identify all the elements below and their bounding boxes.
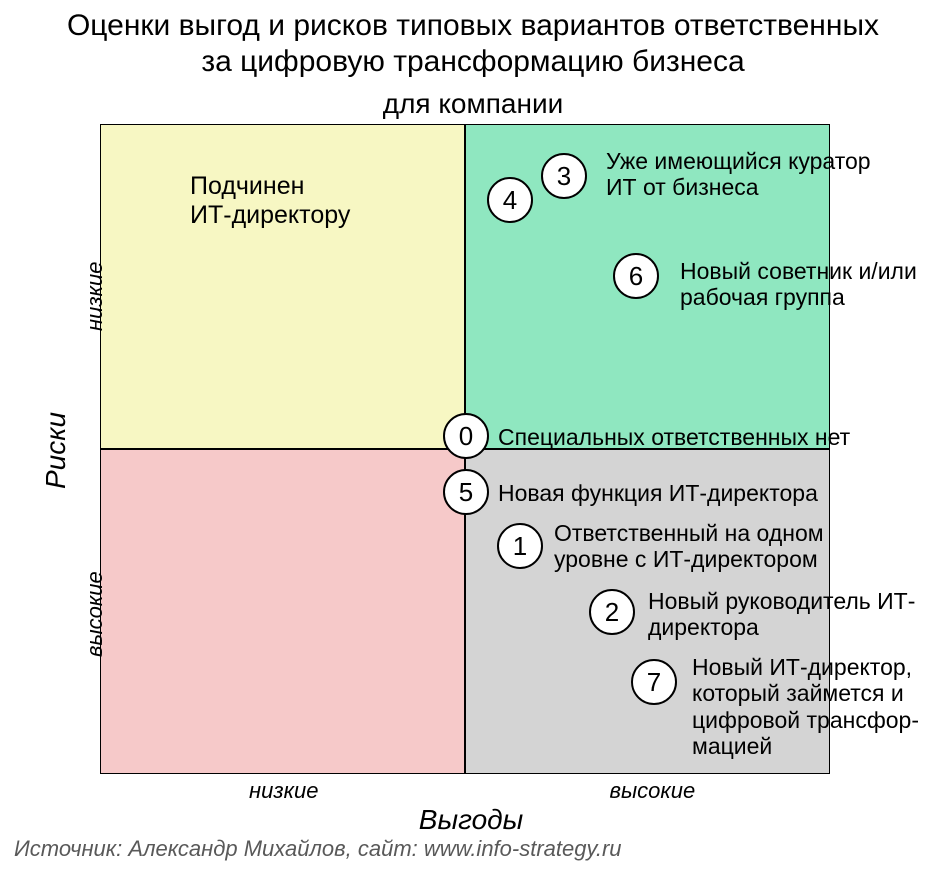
- y-axis-tick: низкие: [82, 262, 108, 331]
- quadrant-label: Подчинен ИТ-директору: [190, 172, 350, 230]
- node-label-0: Специальных ответственных нет: [498, 424, 850, 450]
- node-1: 1: [497, 523, 543, 569]
- quadrant-bottom-left: [100, 449, 465, 774]
- node-label-1: Ответственный на одном уровне с ИТ-дирек…: [554, 520, 824, 573]
- node-5: 5: [443, 469, 489, 515]
- node-label-7: Новый ИТ-директор, который займется и ци…: [692, 654, 919, 760]
- x-axis-tick: низкие: [249, 778, 318, 804]
- node-label-5: Новая функция ИТ-директора: [498, 480, 818, 506]
- node-label-6: Новый советник и/или рабочая группа: [680, 258, 917, 311]
- node-3: 3: [541, 153, 587, 199]
- node-4: 4: [487, 177, 533, 223]
- chart-title: Оценки выгод и рисков типовых вариантов …: [0, 8, 946, 80]
- node-label-2: Новый руководитель ИТ- директора: [648, 588, 915, 641]
- y-axis-tick: высокие: [82, 571, 108, 657]
- chart-subtitle: для компании: [0, 88, 946, 120]
- x-axis-tick: высокие: [610, 778, 696, 804]
- node-7: 7: [631, 659, 677, 705]
- node-label-3: Уже имеющийся куратор ИТ от бизнеса: [606, 148, 871, 201]
- source-attribution: Источник: Александр Михайлов, сайт: www.…: [14, 836, 622, 862]
- node-0: 0: [443, 413, 489, 459]
- x-axis-label: Выгоды: [419, 804, 523, 836]
- node-2: 2: [589, 589, 635, 635]
- node-6: 6: [613, 253, 659, 299]
- y-axis-label: Риски: [40, 412, 72, 489]
